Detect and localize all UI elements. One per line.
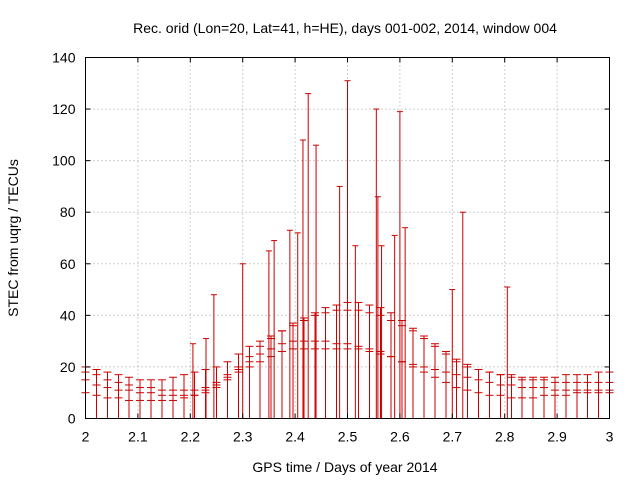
x-tick-label: 2.8 bbox=[495, 429, 515, 445]
y-tick-label: 40 bbox=[60, 307, 76, 323]
x-tick-label: 2.5 bbox=[338, 429, 358, 445]
spike-bars bbox=[189, 80, 511, 419]
y-tick-label: 60 bbox=[60, 256, 76, 272]
y-tick-label: 120 bbox=[52, 101, 76, 117]
x-tick-label: 2.9 bbox=[547, 429, 567, 445]
x-tick-label: 3 bbox=[606, 429, 614, 445]
x-tick-label: 2.3 bbox=[233, 429, 253, 445]
chart-title: Rec. orid (Lon=20, Lat=41, h=HE), days 0… bbox=[133, 20, 557, 36]
series-arc-4 bbox=[81, 309, 614, 419]
tick-layer: 2 2.1 2.2 2.3 2.4 2.5 2.6 2.7 2.8 2.9 3 0 20 40 60 80 10… bbox=[52, 50, 613, 445]
y-tick-label: 0 bbox=[68, 411, 76, 427]
x-axis-label: GPS time / Days of year 2014 bbox=[252, 459, 437, 475]
y-tick-label: 20 bbox=[60, 359, 76, 375]
x-tick-label: 2.1 bbox=[128, 429, 148, 445]
y-axis-label: STEC from uqrg / TECUs bbox=[5, 159, 21, 317]
y-tick-label: 140 bbox=[52, 50, 76, 66]
data-layer bbox=[81, 80, 614, 419]
x-tick-label: 2.4 bbox=[285, 429, 305, 445]
x-tick-label: 2.7 bbox=[443, 429, 463, 445]
x-tick-label: 2 bbox=[82, 429, 90, 445]
x-tick-label: 2.6 bbox=[390, 429, 410, 445]
x-tick-label: 2.2 bbox=[181, 429, 201, 445]
y-tick-label: 100 bbox=[52, 153, 76, 169]
y-tick-label: 80 bbox=[60, 204, 76, 220]
